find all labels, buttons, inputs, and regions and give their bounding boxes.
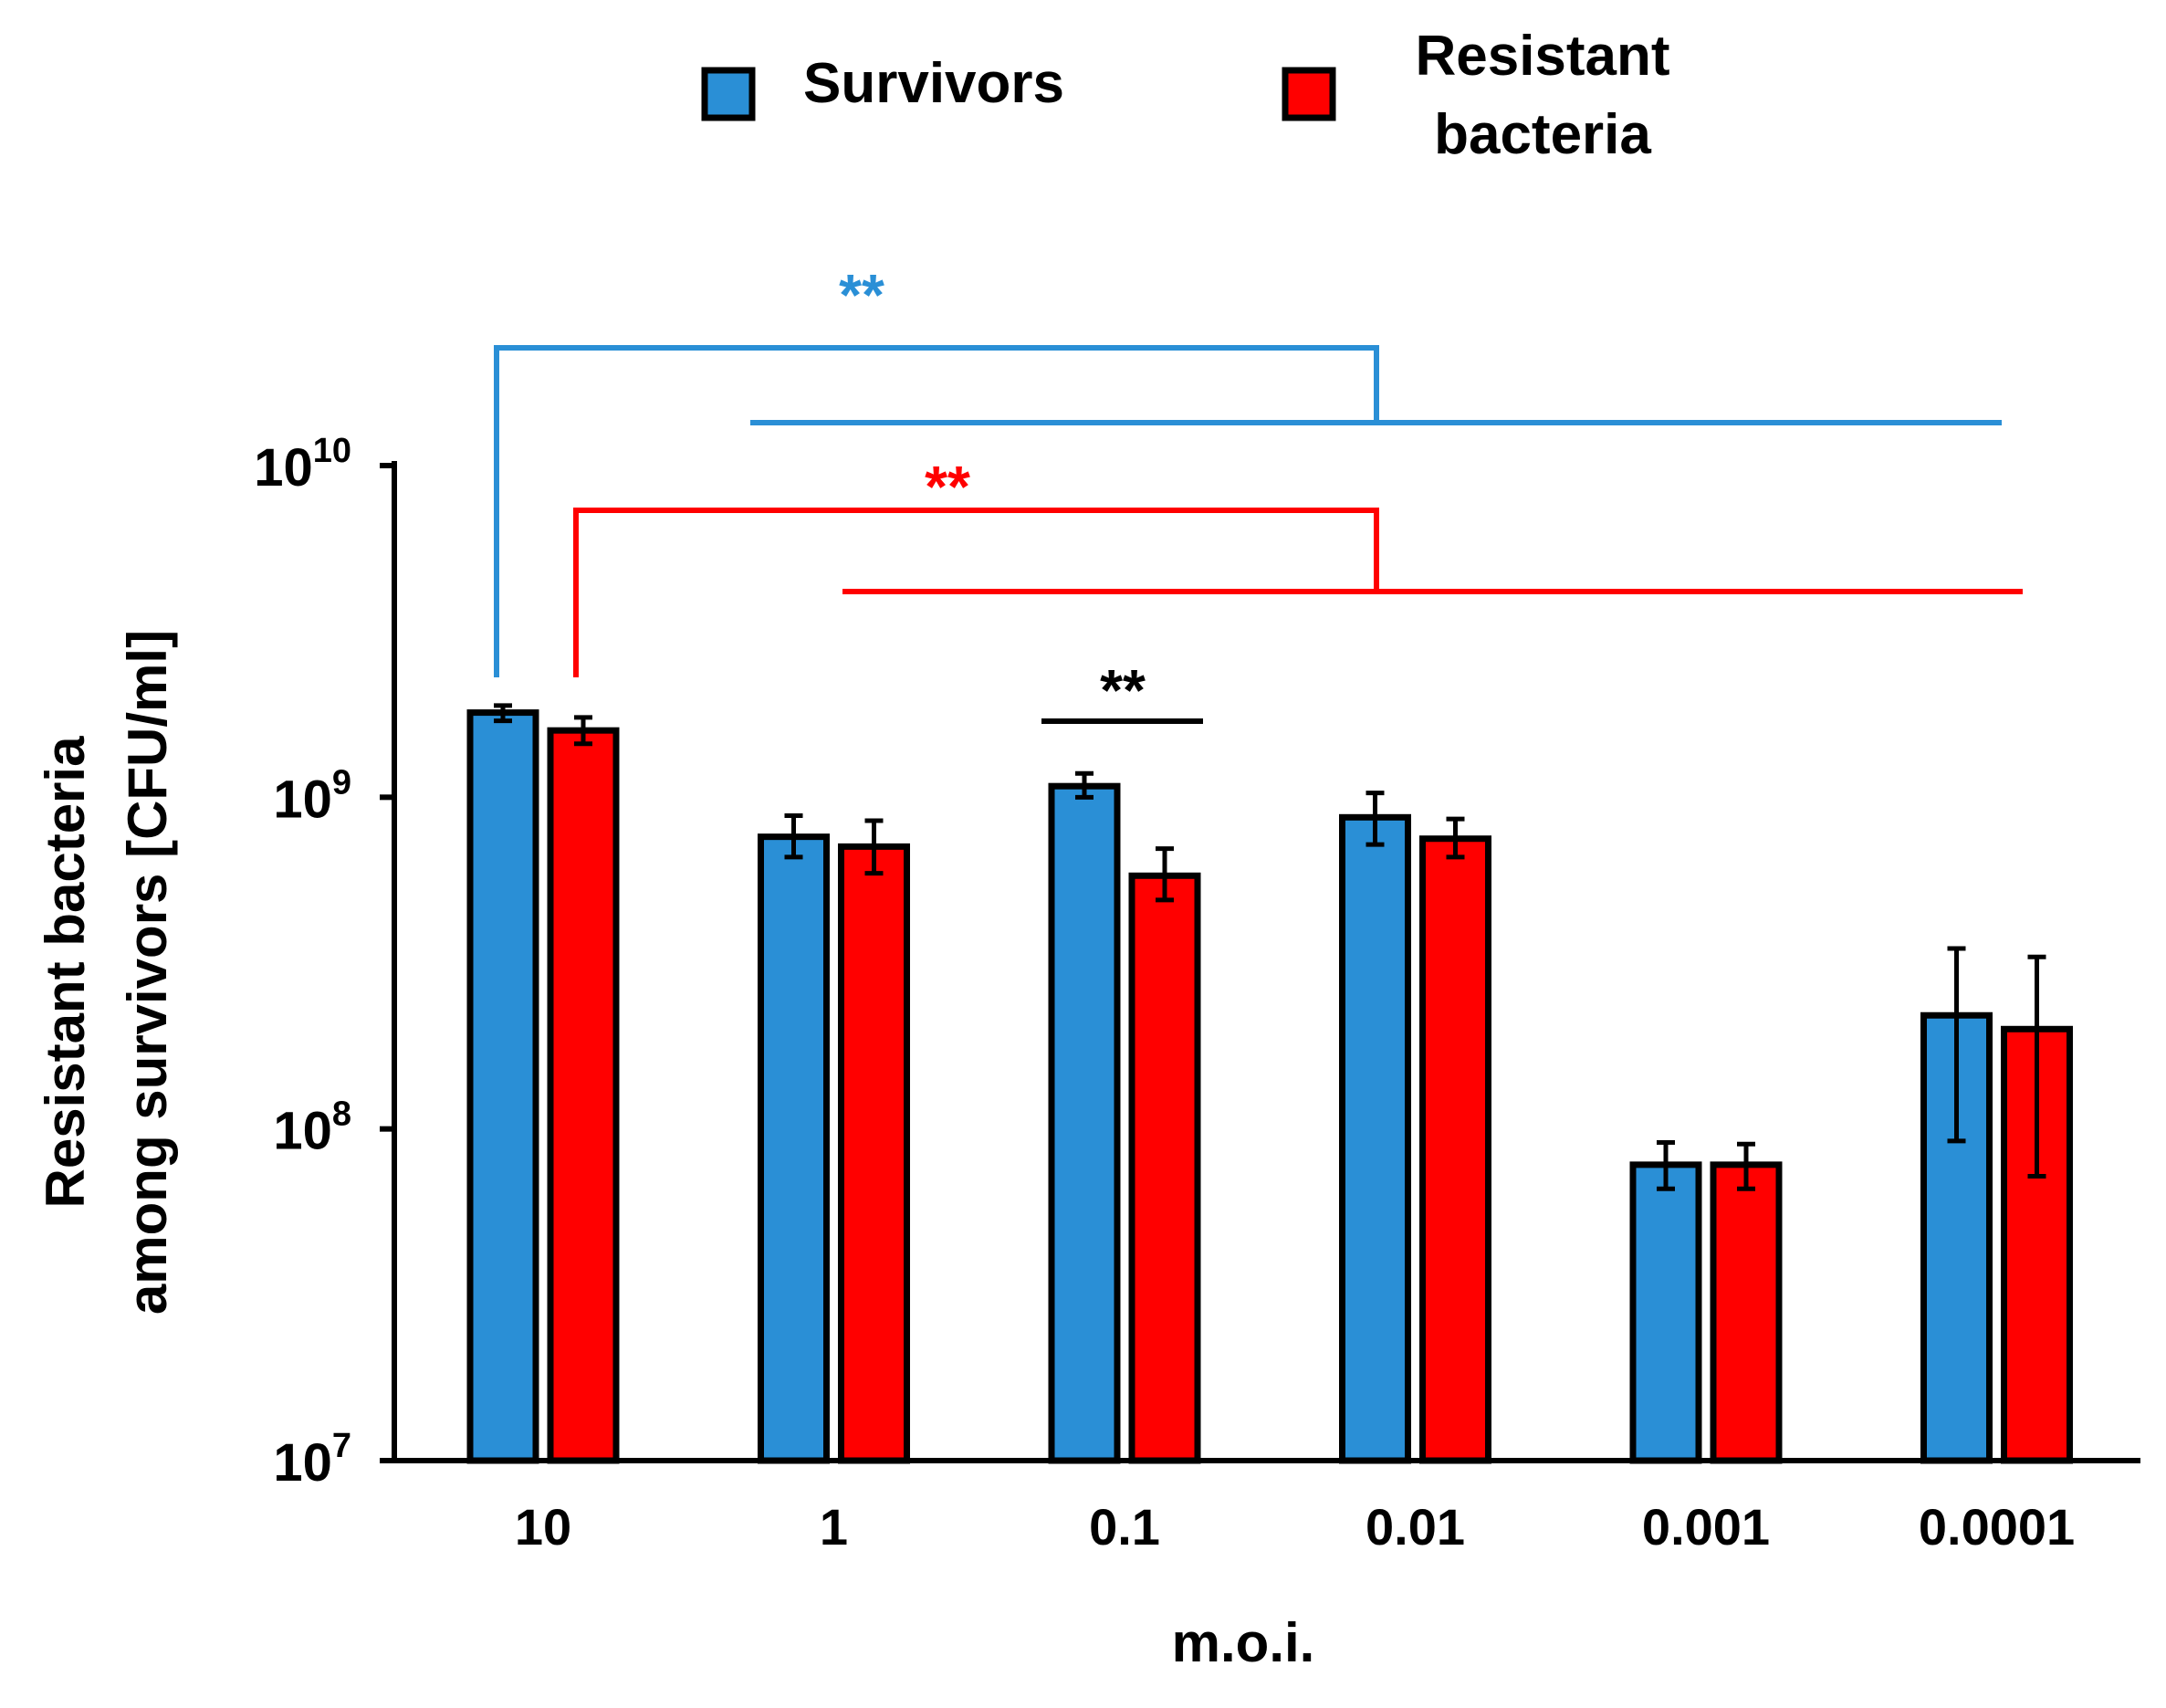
x-axis-title: m.o.i. bbox=[1172, 1612, 1315, 1673]
errorbar-survivors-0.001 bbox=[1657, 1140, 1675, 1191]
errorbar-resistant-10 bbox=[574, 715, 592, 747]
y-axis-title: Resistant bacteria among survivors [CFU/… bbox=[35, 630, 178, 1315]
legend-label-resistant-line2: bacteria bbox=[1434, 103, 1651, 166]
errorbar-survivors-10 bbox=[494, 703, 512, 724]
y-tick-label-8: 108 bbox=[273, 1095, 351, 1161]
x-tick-label-0.0001: 0.0001 bbox=[1919, 1498, 2075, 1556]
errorbar-resistant-0.01 bbox=[1446, 816, 1465, 860]
x-axis: 10 1 0.1 0.01 0.001 0.0001 bbox=[392, 1458, 2140, 1556]
errorbar-resistant-1 bbox=[864, 818, 884, 876]
bar-resistant-10 bbox=[547, 727, 620, 1464]
errorbar-survivors-0.01 bbox=[1366, 791, 1385, 847]
legend-swatch-resistant bbox=[1282, 67, 1336, 121]
x-tick-label-1: 1 bbox=[820, 1498, 848, 1556]
x-tick-label-0.1: 0.1 bbox=[1089, 1498, 1160, 1556]
bar-resistant-0.1 bbox=[1128, 872, 1201, 1464]
errorbar-survivors-0.1 bbox=[1075, 770, 1093, 800]
errorbar-resistant-0.001 bbox=[1737, 1141, 1755, 1191]
legend-label-survivors: Survivors bbox=[803, 52, 1064, 115]
y-axis-title-line1: Resistant bacteria bbox=[35, 736, 96, 1209]
y-tick-label-7: 107 bbox=[273, 1427, 351, 1493]
x-tick-label-0.001: 0.001 bbox=[1642, 1498, 1770, 1556]
legend-swatch-survivors bbox=[701, 67, 756, 121]
y-axis: 107 108 109 1010 bbox=[254, 432, 397, 1493]
errorbar-resistant-0.0001 bbox=[2027, 954, 2046, 1179]
bar-resistant-0.001 bbox=[1710, 1161, 1783, 1464]
x-tick-label-10: 10 bbox=[515, 1498, 571, 1556]
y-tick-label-10: 1010 bbox=[254, 432, 351, 498]
bar-resistant-1 bbox=[838, 843, 910, 1464]
bracket-survivors-stars: ** bbox=[839, 262, 884, 328]
bracket-resistant-top bbox=[573, 508, 1379, 677]
bar-survivors-0.1 bbox=[1048, 782, 1121, 1464]
bar-resistant-0.01 bbox=[1419, 835, 1491, 1464]
x-tick-label-0.01: 0.01 bbox=[1366, 1498, 1465, 1556]
bar-survivors-10 bbox=[466, 709, 539, 1464]
errorbar-resistant-0.1 bbox=[1156, 846, 1174, 903]
bars bbox=[466, 709, 2073, 1464]
bar-survivors-0.001 bbox=[1629, 1161, 1702, 1464]
bracket-pair-0.1-stars: ** bbox=[1100, 657, 1146, 723]
error-bars bbox=[494, 703, 2046, 1191]
bracket-survivors-top bbox=[494, 345, 1379, 677]
errorbar-survivors-0.0001 bbox=[1947, 946, 1966, 1144]
y-tick-label-9: 109 bbox=[273, 763, 351, 829]
significance-brackets: ** ** ** bbox=[494, 262, 2023, 724]
errorbar-survivors-1 bbox=[784, 813, 803, 860]
y-axis-title-line2: among survivors [CFU/ml] bbox=[117, 630, 178, 1315]
bar-survivors-0.01 bbox=[1339, 813, 1411, 1464]
legend-label-resistant-line1: Resistant bbox=[1415, 25, 1669, 88]
bracket-resistant-stars: ** bbox=[925, 454, 970, 519]
bar-survivors-1 bbox=[758, 833, 830, 1464]
legend: Survivors Resistant bacteria bbox=[701, 25, 1670, 166]
